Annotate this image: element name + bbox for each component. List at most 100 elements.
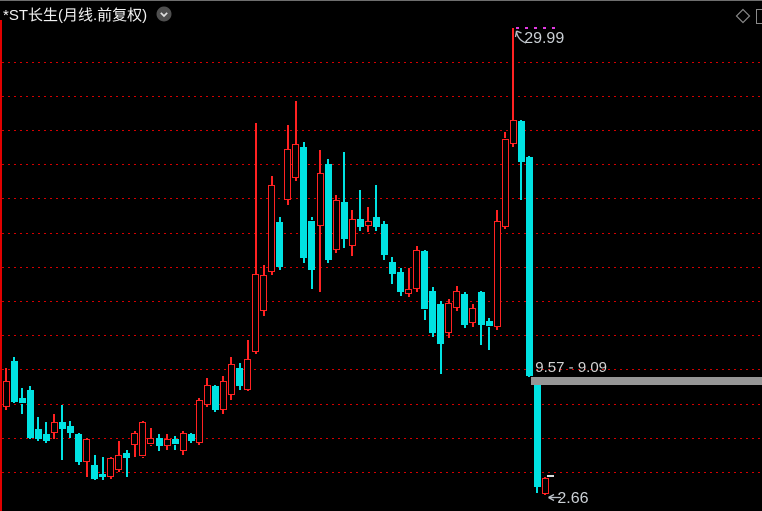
candle-upper-wick — [29, 386, 32, 390]
gridline — [2, 471, 762, 473]
candle-lower-wick — [254, 352, 257, 354]
candle-lower-wick — [351, 246, 354, 257]
low-arrow-icon — [548, 493, 562, 501]
candle — [453, 290, 461, 308]
candle — [525, 157, 533, 377]
candle-lower-wick — [294, 177, 297, 182]
candle-lower-wick — [286, 200, 289, 206]
candle-lower-wick — [391, 273, 394, 284]
candle-upper-wick — [13, 357, 16, 361]
candle — [163, 439, 171, 447]
annotation-low-price: 2.66 — [557, 490, 588, 508]
candle-lower-wick — [520, 162, 523, 200]
candle-upper-wick — [37, 417, 40, 430]
candle — [99, 473, 107, 477]
candle-upper-wick — [21, 388, 24, 399]
candle-lower-wick — [125, 458, 128, 477]
gridline — [2, 129, 762, 131]
candle — [10, 360, 18, 402]
candle-upper-wick — [69, 420, 72, 426]
candle — [364, 220, 372, 226]
candle-upper-wick — [455, 285, 458, 291]
candle-lower-wick — [488, 326, 490, 351]
gap-range-label: 9.57 - 9.09 — [535, 359, 608, 377]
candle — [405, 289, 412, 295]
low-price-label: 2.66 — [557, 489, 589, 507]
gridline — [2, 335, 762, 337]
candle-lower-wick — [431, 333, 434, 337]
candle-upper-wick — [214, 384, 217, 387]
candle-upper-wick — [335, 194, 338, 200]
candle — [533, 384, 541, 488]
candle-lower-wick — [496, 326, 499, 330]
candle-upper-wick — [93, 454, 96, 466]
candle-lower-wick — [439, 343, 442, 375]
candle-upper-wick — [512, 27, 515, 120]
candle — [236, 367, 243, 387]
candle-lower-wick — [246, 389, 249, 392]
candle-upper-wick — [294, 100, 297, 144]
candle-upper-wick — [166, 434, 168, 440]
candle — [260, 275, 268, 312]
candle-upper-wick — [383, 220, 386, 224]
candle-lower-wick — [61, 429, 64, 460]
chart-titlebar: *ST长生(月线.前复权) — [0, 1, 762, 25]
candle — [42, 434, 50, 442]
candle-upper-wick — [254, 123, 257, 274]
candle-lower-wick — [5, 406, 7, 411]
candle-lower-wick — [463, 324, 466, 329]
candle-lower-wick — [335, 249, 338, 253]
candle-lower-wick — [359, 227, 362, 231]
candle-lower-wick — [101, 477, 104, 481]
candle — [380, 224, 388, 255]
candle-lower-wick — [141, 456, 144, 459]
candle — [34, 429, 42, 440]
candle-upper-wick — [327, 159, 329, 165]
candle-upper-wick — [206, 377, 209, 385]
candle — [276, 222, 284, 267]
high-arrow-icon — [514, 30, 526, 44]
candle — [26, 389, 34, 438]
candle-lower-wick — [455, 307, 458, 312]
candle — [509, 119, 517, 144]
panel-partial-icon[interactable] — [756, 9, 762, 24]
candle-upper-wick — [310, 217, 313, 221]
candle-lower-wick — [21, 403, 24, 414]
candle — [340, 201, 348, 240]
candle-lower-wick — [45, 441, 48, 443]
candle-lower-wick — [278, 266, 281, 271]
gridline — [2, 403, 762, 405]
candle-lower-wick — [447, 333, 450, 339]
candle-upper-wick — [158, 434, 160, 438]
candle-upper-wick — [117, 441, 120, 455]
candle — [324, 164, 332, 260]
candle-upper-wick — [447, 299, 450, 303]
candle-lower-wick — [77, 461, 80, 466]
candle — [131, 432, 139, 445]
chevron-down-circle-icon[interactable] — [156, 6, 172, 22]
candle — [332, 200, 340, 250]
candle — [461, 294, 469, 325]
candle — [115, 454, 123, 471]
candle-upper-wick — [190, 432, 193, 435]
candle — [437, 304, 445, 344]
candle-upper-wick — [246, 340, 249, 360]
candle — [58, 422, 66, 430]
diamond-icon[interactable] — [735, 8, 751, 24]
candle-upper-wick — [423, 249, 426, 252]
candle — [187, 434, 195, 442]
candle-lower-wick — [480, 324, 482, 346]
candle-lower-wick — [423, 309, 426, 320]
candle-lower-wick — [93, 478, 96, 481]
candle-lower-wick — [238, 386, 241, 390]
candle-upper-wick — [182, 430, 185, 433]
candle — [2, 381, 10, 407]
candle-upper-wick — [463, 292, 466, 295]
candle-lower-wick — [262, 311, 265, 317]
candle-lower-wick — [544, 494, 547, 495]
candle — [284, 148, 292, 200]
candle-upper-wick — [319, 150, 321, 173]
gridline — [2, 95, 762, 97]
